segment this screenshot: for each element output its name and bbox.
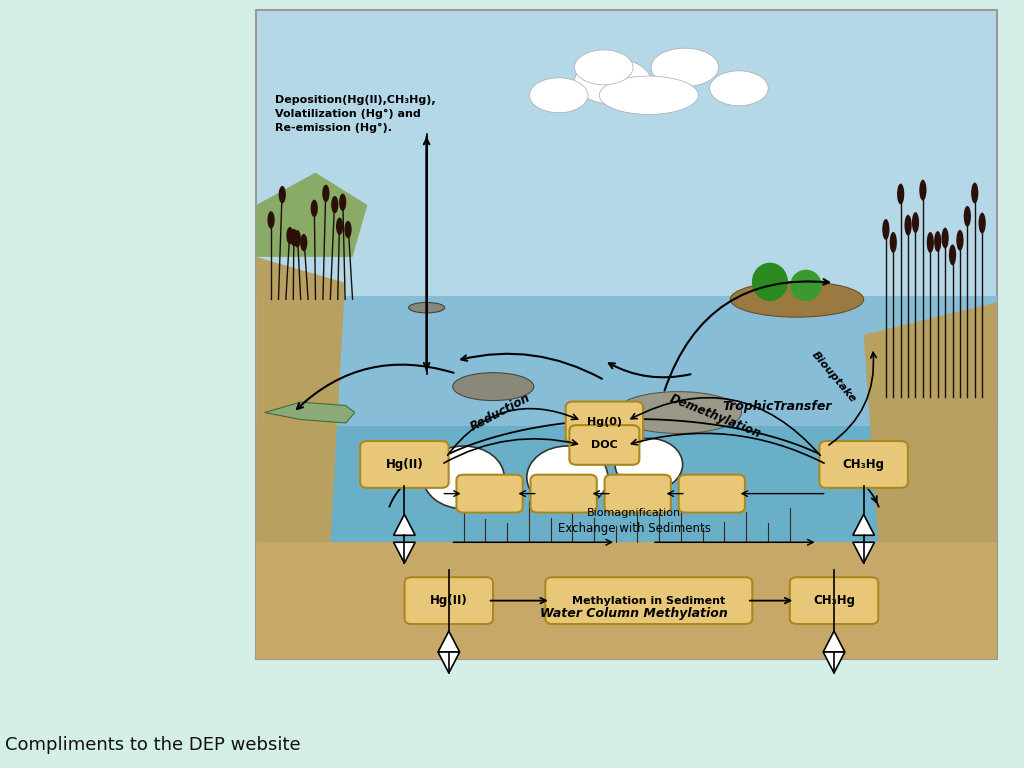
Text: DOC: DOC (591, 440, 617, 450)
Polygon shape (256, 257, 345, 542)
Ellipse shape (599, 76, 698, 114)
Text: Hg(II): Hg(II) (430, 594, 468, 607)
Ellipse shape (336, 197, 343, 214)
Ellipse shape (300, 223, 307, 240)
Polygon shape (823, 652, 845, 673)
Ellipse shape (294, 222, 301, 240)
Polygon shape (823, 631, 845, 652)
Ellipse shape (883, 170, 890, 190)
Text: CH₃Hg: CH₃Hg (813, 594, 855, 607)
Text: Water Column Methylation: Water Column Methylation (540, 607, 728, 620)
Ellipse shape (409, 303, 444, 313)
Ellipse shape (956, 211, 964, 233)
Bar (256, 425, 997, 542)
Text: Compliments to the DEP website: Compliments to the DEP website (5, 737, 301, 754)
Ellipse shape (934, 242, 941, 263)
Ellipse shape (453, 372, 534, 401)
FancyBboxPatch shape (604, 475, 671, 512)
FancyBboxPatch shape (679, 475, 744, 512)
Ellipse shape (890, 230, 897, 250)
Ellipse shape (730, 281, 863, 317)
Text: CH₃Hg: CH₃Hg (843, 458, 885, 471)
Ellipse shape (423, 446, 504, 508)
Ellipse shape (344, 214, 351, 232)
Ellipse shape (615, 439, 683, 491)
Bar (256, 542, 997, 659)
Ellipse shape (964, 216, 971, 237)
FancyBboxPatch shape (565, 402, 643, 443)
Polygon shape (393, 542, 415, 563)
Text: Biouptake: Biouptake (810, 349, 858, 404)
FancyBboxPatch shape (569, 425, 639, 465)
Ellipse shape (791, 270, 821, 301)
FancyBboxPatch shape (457, 475, 522, 512)
Text: Exchange with Sediments: Exchange with Sediments (558, 521, 711, 535)
Ellipse shape (574, 58, 651, 104)
Text: Hg(0): Hg(0) (587, 417, 622, 427)
Text: Deposition(Hg(II),CH₃Hg),
Volatilization (Hg°) and
Re-emission (Hg°).: Deposition(Hg(II),CH₃Hg), Volatilization… (274, 94, 435, 133)
Ellipse shape (323, 227, 330, 244)
Ellipse shape (897, 242, 904, 263)
Polygon shape (256, 173, 368, 257)
Ellipse shape (979, 219, 986, 240)
Ellipse shape (949, 174, 956, 195)
Ellipse shape (752, 263, 787, 301)
FancyBboxPatch shape (360, 441, 449, 488)
Text: Hg(II): Hg(II) (385, 458, 423, 471)
Ellipse shape (904, 241, 911, 262)
Polygon shape (393, 515, 415, 535)
Ellipse shape (941, 207, 948, 228)
Polygon shape (853, 542, 874, 563)
Ellipse shape (912, 253, 920, 274)
Ellipse shape (710, 71, 768, 106)
Ellipse shape (339, 190, 346, 208)
Ellipse shape (279, 244, 286, 262)
Polygon shape (438, 631, 460, 652)
Polygon shape (264, 402, 354, 423)
FancyBboxPatch shape (819, 441, 908, 488)
Polygon shape (853, 515, 874, 535)
Ellipse shape (291, 199, 298, 217)
Ellipse shape (971, 237, 978, 258)
Bar (256, 11, 997, 659)
FancyBboxPatch shape (530, 475, 597, 512)
FancyBboxPatch shape (790, 578, 879, 624)
Ellipse shape (529, 78, 588, 113)
Ellipse shape (920, 182, 927, 204)
Ellipse shape (331, 237, 338, 255)
Ellipse shape (287, 237, 294, 254)
FancyBboxPatch shape (546, 578, 753, 624)
Ellipse shape (615, 392, 741, 433)
FancyBboxPatch shape (404, 578, 494, 624)
Ellipse shape (267, 184, 274, 201)
Text: Reduction: Reduction (468, 391, 532, 434)
Text: Methylation in Sediment: Methylation in Sediment (572, 596, 725, 606)
Polygon shape (438, 652, 460, 673)
Ellipse shape (651, 48, 719, 87)
Ellipse shape (526, 446, 608, 508)
Bar (256, 296, 997, 425)
Text: Demethylation: Demethylation (668, 392, 763, 440)
Text: TrophicTransfer: TrophicTransfer (723, 399, 833, 412)
Ellipse shape (574, 50, 633, 84)
Text: Biomagnification: Biomagnification (587, 508, 681, 518)
Ellipse shape (927, 170, 934, 191)
Polygon shape (863, 303, 997, 542)
Ellipse shape (310, 217, 317, 234)
